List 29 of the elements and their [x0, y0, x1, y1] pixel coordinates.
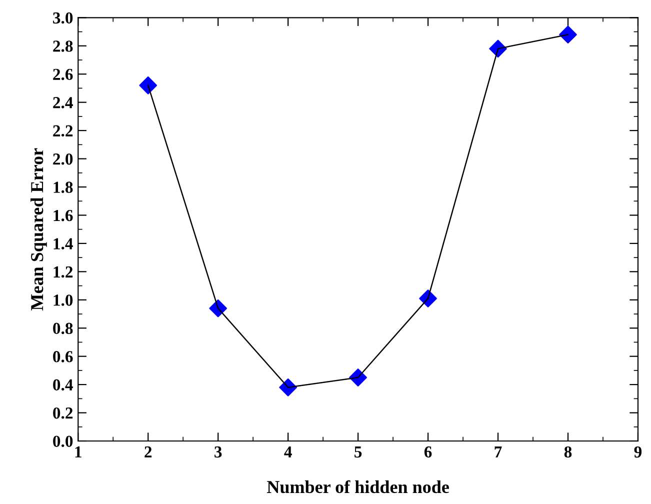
y-tick-label: 2.4 — [53, 97, 73, 108]
y-tick-label: 0.4 — [53, 379, 73, 391]
y-axis-title: Mean Squared Error — [30, 148, 47, 310]
x-tick-label: 6 — [424, 446, 432, 458]
x-tick-label: 8 — [564, 446, 572, 458]
y-tick-label: 0.2 — [53, 407, 73, 419]
y-tick-label: 0.0 — [53, 436, 73, 448]
y-tick-label: 1.4 — [54, 238, 73, 250]
y-tick-label: 2.2 — [53, 125, 73, 137]
y-tick-label: 1.6 — [54, 210, 73, 222]
point — [559, 26, 577, 44]
y-tick-label: 0.6 — [53, 351, 73, 362]
y-tick-label: 1.2 — [54, 266, 73, 278]
x-tick-label: 5 — [354, 446, 362, 458]
x-tick-label: 2 — [144, 446, 152, 458]
y-tick-label: 2.0 — [53, 153, 73, 165]
y-tick-label: 3.0 — [53, 12, 73, 24]
x-tick-label: 7 — [494, 446, 502, 458]
point — [139, 76, 158, 94]
x-tick-label: 9 — [634, 446, 642, 458]
x-tick-label: 3 — [214, 446, 222, 458]
x-axis-title: Number of hidden node — [267, 480, 449, 494]
y-tick-label: 2.6 — [53, 68, 73, 80]
y-tick-label: 1.8 — [54, 182, 73, 194]
y-tick-label: 0.8 — [53, 322, 73, 334]
y-tick-label: 1.0 — [54, 294, 73, 306]
y-tick-label: 2.8 — [53, 40, 73, 52]
x-tick-label: 4 — [284, 446, 292, 458]
x-tick-label: 1 — [75, 446, 82, 458]
